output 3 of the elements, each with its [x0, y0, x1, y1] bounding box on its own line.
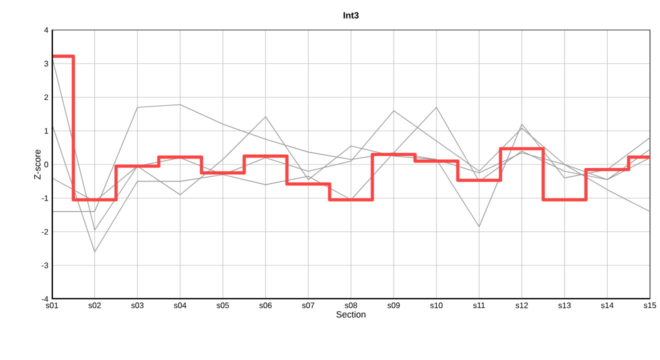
y-axis-title: Z-score: [34, 150, 41, 180]
chart-title: Int3: [344, 12, 359, 18]
x-axis-title: Section: [336, 311, 366, 318]
